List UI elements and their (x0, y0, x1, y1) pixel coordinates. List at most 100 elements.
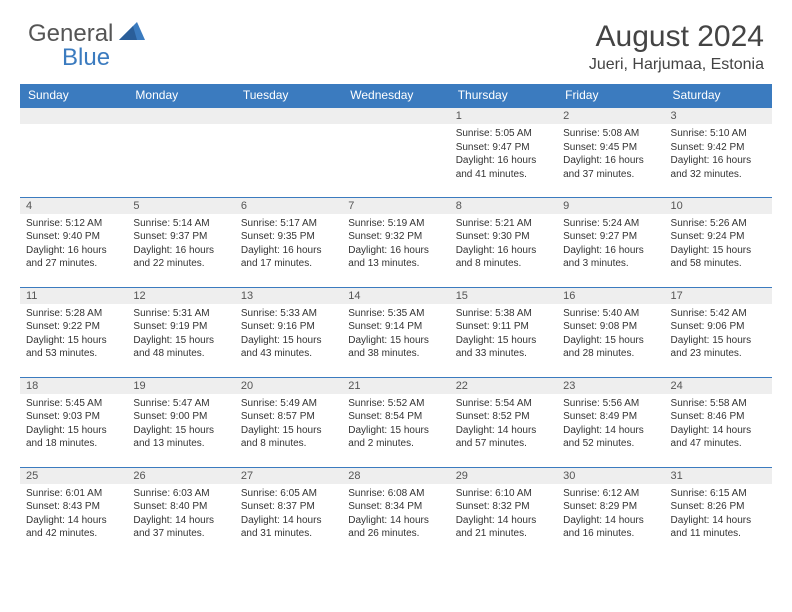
logo-text-blue: Blue (62, 44, 110, 72)
month-title: August 2024 (589, 20, 764, 54)
calendar-day-cell: 10Sunrise: 5:26 AMSunset: 9:24 PMDayligh… (665, 197, 772, 287)
calendar-day-cell: 5Sunrise: 5:14 AMSunset: 9:37 PMDaylight… (127, 197, 234, 287)
sunrise-text: Sunrise: 5:54 AM (456, 397, 551, 411)
day-number: 19 (127, 378, 234, 394)
sunset-text: Sunset: 9:27 PM (563, 230, 658, 244)
weekday-header: Tuesday (235, 84, 342, 107)
calendar-day-cell: 4Sunrise: 5:12 AMSunset: 9:40 PMDaylight… (20, 197, 127, 287)
sunset-text: Sunset: 9:06 PM (671, 320, 766, 334)
calendar-day-cell: 29Sunrise: 6:10 AMSunset: 8:32 PMDayligh… (450, 467, 557, 557)
day-number: 4 (20, 198, 127, 214)
sunset-text: Sunset: 8:49 PM (563, 410, 658, 424)
sunset-text: Sunset: 8:37 PM (241, 500, 336, 514)
calendar-day-cell: 3Sunrise: 5:10 AMSunset: 9:42 PMDaylight… (665, 107, 772, 197)
day-details: Sunrise: 5:38 AMSunset: 9:11 PMDaylight:… (450, 304, 557, 364)
day-details: Sunrise: 5:45 AMSunset: 9:03 PMDaylight:… (20, 394, 127, 454)
day-number: 12 (127, 288, 234, 304)
sunset-text: Sunset: 9:11 PM (456, 320, 551, 334)
day-number: 9 (557, 198, 664, 214)
daylight-text: Daylight: 16 hours and 32 minutes. (671, 154, 766, 181)
calendar-day-cell: 14Sunrise: 5:35 AMSunset: 9:14 PMDayligh… (342, 287, 449, 377)
day-number: 8 (450, 198, 557, 214)
calendar-day-cell: 6Sunrise: 5:17 AMSunset: 9:35 PMDaylight… (235, 197, 342, 287)
sunrise-text: Sunrise: 5:21 AM (456, 217, 551, 231)
weekday-header: Monday (127, 84, 234, 107)
day-number: 3 (665, 108, 772, 124)
day-details: Sunrise: 5:31 AMSunset: 9:19 PMDaylight:… (127, 304, 234, 364)
calendar-day-cell: 2Sunrise: 5:08 AMSunset: 9:45 PMDaylight… (557, 107, 664, 197)
day-details: Sunrise: 6:05 AMSunset: 8:37 PMDaylight:… (235, 484, 342, 544)
day-details: Sunrise: 5:42 AMSunset: 9:06 PMDaylight:… (665, 304, 772, 364)
calendar-day-cell: 20Sunrise: 5:49 AMSunset: 8:57 PMDayligh… (235, 377, 342, 467)
daylight-text: Daylight: 15 hours and 53 minutes. (26, 334, 121, 361)
header: General Blue August 2024 Jueri, Harjumaa… (0, 0, 792, 84)
sunset-text: Sunset: 9:45 PM (563, 141, 658, 155)
day-details: Sunrise: 5:35 AMSunset: 9:14 PMDaylight:… (342, 304, 449, 364)
sunset-text: Sunset: 9:19 PM (133, 320, 228, 334)
sunset-text: Sunset: 9:40 PM (26, 230, 121, 244)
calendar-week-row: 18Sunrise: 5:45 AMSunset: 9:03 PMDayligh… (20, 377, 772, 467)
day-number: 15 (450, 288, 557, 304)
daylight-text: Daylight: 16 hours and 37 minutes. (563, 154, 658, 181)
weekday-header: Saturday (665, 84, 772, 107)
calendar-day-cell: 8Sunrise: 5:21 AMSunset: 9:30 PMDaylight… (450, 197, 557, 287)
sunset-text: Sunset: 9:16 PM (241, 320, 336, 334)
sunset-text: Sunset: 8:43 PM (26, 500, 121, 514)
daylight-text: Daylight: 14 hours and 16 minutes. (563, 514, 658, 541)
sunrise-text: Sunrise: 5:52 AM (348, 397, 443, 411)
day-number: 11 (20, 288, 127, 304)
logo-triangle-icon (119, 22, 145, 45)
sunrise-text: Sunrise: 6:05 AM (241, 487, 336, 501)
daylight-text: Daylight: 15 hours and 8 minutes. (241, 424, 336, 451)
sunrise-text: Sunrise: 6:15 AM (671, 487, 766, 501)
day-number-empty (20, 108, 127, 124)
calendar-day-cell: 18Sunrise: 5:45 AMSunset: 9:03 PMDayligh… (20, 377, 127, 467)
weekday-header: Thursday (450, 84, 557, 107)
sunrise-text: Sunrise: 5:42 AM (671, 307, 766, 321)
logo: General Blue (28, 20, 147, 48)
sunrise-text: Sunrise: 6:10 AM (456, 487, 551, 501)
day-details: Sunrise: 6:03 AMSunset: 8:40 PMDaylight:… (127, 484, 234, 544)
day-details: Sunrise: 5:10 AMSunset: 9:42 PMDaylight:… (665, 124, 772, 184)
calendar-day-cell: 28Sunrise: 6:08 AMSunset: 8:34 PMDayligh… (342, 467, 449, 557)
daylight-text: Daylight: 16 hours and 27 minutes. (26, 244, 121, 271)
calendar-day-cell: 24Sunrise: 5:58 AMSunset: 8:46 PMDayligh… (665, 377, 772, 467)
sunrise-text: Sunrise: 5:26 AM (671, 217, 766, 231)
day-number: 6 (235, 198, 342, 214)
daylight-text: Daylight: 14 hours and 47 minutes. (671, 424, 766, 451)
sunrise-text: Sunrise: 5:35 AM (348, 307, 443, 321)
sunset-text: Sunset: 9:35 PM (241, 230, 336, 244)
sunset-text: Sunset: 9:47 PM (456, 141, 551, 155)
sunset-text: Sunset: 8:29 PM (563, 500, 658, 514)
day-number: 20 (235, 378, 342, 394)
day-details: Sunrise: 5:56 AMSunset: 8:49 PMDaylight:… (557, 394, 664, 454)
daylight-text: Daylight: 14 hours and 52 minutes. (563, 424, 658, 451)
day-details: Sunrise: 6:01 AMSunset: 8:43 PMDaylight:… (20, 484, 127, 544)
sunset-text: Sunset: 8:57 PM (241, 410, 336, 424)
daylight-text: Daylight: 14 hours and 42 minutes. (26, 514, 121, 541)
day-number: 13 (235, 288, 342, 304)
daylight-text: Daylight: 15 hours and 33 minutes. (456, 334, 551, 361)
calendar-day-cell: 15Sunrise: 5:38 AMSunset: 9:11 PMDayligh… (450, 287, 557, 377)
sunrise-text: Sunrise: 5:28 AM (26, 307, 121, 321)
calendar-day-cell: 12Sunrise: 5:31 AMSunset: 9:19 PMDayligh… (127, 287, 234, 377)
sunrise-text: Sunrise: 5:24 AM (563, 217, 658, 231)
day-number: 16 (557, 288, 664, 304)
sunset-text: Sunset: 9:24 PM (671, 230, 766, 244)
day-details: Sunrise: 5:19 AMSunset: 9:32 PMDaylight:… (342, 214, 449, 274)
day-number: 31 (665, 468, 772, 484)
sunset-text: Sunset: 8:46 PM (671, 410, 766, 424)
day-number-empty (342, 108, 449, 124)
sunrise-text: Sunrise: 5:58 AM (671, 397, 766, 411)
sunrise-text: Sunrise: 6:01 AM (26, 487, 121, 501)
day-details: Sunrise: 6:10 AMSunset: 8:32 PMDaylight:… (450, 484, 557, 544)
day-details: Sunrise: 5:24 AMSunset: 9:27 PMDaylight:… (557, 214, 664, 274)
day-details: Sunrise: 5:40 AMSunset: 9:08 PMDaylight:… (557, 304, 664, 364)
sunrise-text: Sunrise: 5:17 AM (241, 217, 336, 231)
day-number: 23 (557, 378, 664, 394)
weekday-header: Friday (557, 84, 664, 107)
sunset-text: Sunset: 9:32 PM (348, 230, 443, 244)
sunset-text: Sunset: 9:14 PM (348, 320, 443, 334)
day-details: Sunrise: 5:17 AMSunset: 9:35 PMDaylight:… (235, 214, 342, 274)
calendar-week-row: 1Sunrise: 5:05 AMSunset: 9:47 PMDaylight… (20, 107, 772, 197)
